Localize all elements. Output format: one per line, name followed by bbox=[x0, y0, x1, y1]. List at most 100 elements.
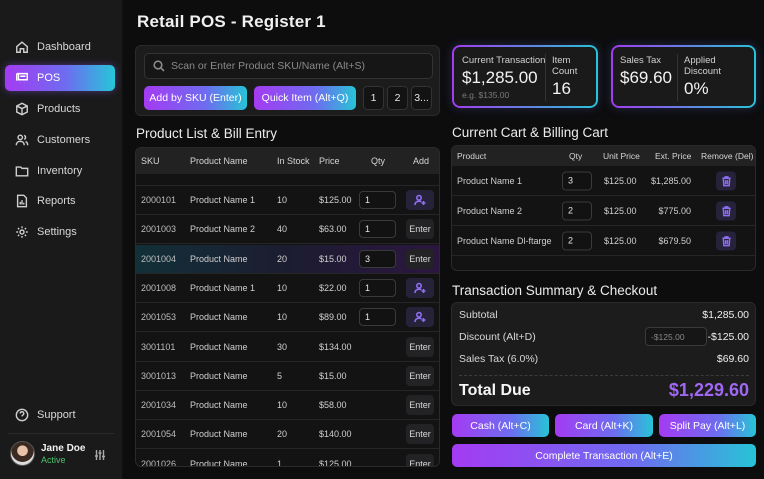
subtotal-value: $1,285.00 bbox=[702, 309, 749, 321]
qty-input[interactable] bbox=[359, 191, 396, 209]
sku-cell: 2001026 bbox=[141, 458, 177, 467]
sku-cell: 2000101 bbox=[141, 195, 177, 205]
stat-value: $1,285.00 bbox=[462, 68, 538, 87]
cart-product-cell: Product Name 1 bbox=[457, 175, 523, 186]
price-cell: $15.00 bbox=[319, 253, 347, 264]
column-header-product: Product bbox=[457, 151, 487, 161]
column-header-stock[interactable]: In Stock bbox=[277, 156, 310, 166]
user-name: Jane Doe bbox=[41, 442, 86, 454]
column-header-ext-price: Ext. Price bbox=[655, 151, 692, 161]
column-header-price[interactable]: Price bbox=[319, 156, 340, 166]
enter-button[interactable]: Enter bbox=[406, 248, 434, 269]
column-header-qty[interactable]: Qty bbox=[371, 156, 386, 166]
complete-transaction-button[interactable]: Complete Transaction (Alt+E) bbox=[452, 444, 756, 467]
split-pay-button[interactable]: Split Pay (Alt+L) bbox=[659, 414, 756, 437]
sidebar-item-label: Reports bbox=[37, 195, 76, 207]
remove-item-button[interactable] bbox=[716, 231, 736, 250]
table-row[interactable]: 2001054 Product Name 20 $140.00 Enter bbox=[136, 420, 439, 450]
applied-discount-stat: Applied Discount 0% bbox=[684, 55, 754, 99]
cart-qty-input[interactable] bbox=[562, 171, 592, 190]
cash-button[interactable]: Cash (Alt+C) bbox=[452, 414, 549, 437]
unit-price-cell: $125.00 bbox=[604, 235, 637, 246]
qty-input[interactable] bbox=[359, 249, 396, 268]
column-header-sku[interactable]: SKU bbox=[141, 156, 160, 166]
table-row[interactable]: 2001026 Product Name 1 $125.00 Enter bbox=[136, 450, 439, 467]
total-due-label: Total Due bbox=[459, 382, 531, 399]
total-due-value: $1,229.60 bbox=[668, 380, 749, 400]
enter-button[interactable]: Enter bbox=[406, 219, 434, 240]
sidebar-item-support[interactable]: Support bbox=[5, 402, 115, 428]
column-header-unit-price: Unit Price bbox=[603, 151, 640, 161]
folder-icon bbox=[15, 164, 29, 178]
qty-input[interactable] bbox=[359, 278, 396, 297]
search-box[interactable] bbox=[144, 53, 433, 79]
sidebar-item-reports[interactable]: Reports bbox=[5, 188, 115, 214]
enter-button[interactable]: Enter bbox=[406, 424, 434, 445]
sidebar-item-dashboard[interactable]: Dashboard bbox=[5, 34, 115, 60]
cart-qty-input[interactable] bbox=[562, 201, 592, 220]
search-icon bbox=[153, 60, 165, 72]
sidebar-item-settings[interactable]: Settings bbox=[5, 219, 115, 245]
price-cell: $63.00 bbox=[319, 224, 347, 235]
page-button-2[interactable]: 2 bbox=[387, 86, 408, 110]
sidebar-item-label: Dashboard bbox=[37, 41, 91, 53]
summary-divider bbox=[459, 375, 749, 376]
qty-input[interactable] bbox=[359, 220, 396, 239]
avatar bbox=[10, 441, 35, 466]
price-cell: $140.00 bbox=[319, 429, 352, 440]
stat-value: 16 bbox=[552, 79, 571, 98]
price-cell: $134.00 bbox=[319, 341, 352, 352]
help-circle-icon bbox=[15, 408, 29, 422]
current-transaction-stat: Current Transaction $1,285.00 e.g. $135.… bbox=[462, 55, 545, 100]
sidebar-item-inventory[interactable]: Inventory bbox=[5, 158, 115, 184]
column-header-name[interactable]: Product Name bbox=[190, 156, 248, 166]
column-header-add[interactable]: Add bbox=[413, 156, 430, 166]
user-profile[interactable]: Jane Doe Active bbox=[10, 441, 85, 466]
table-row[interactable]: 2001053 Product Name 10 $89.00 bbox=[136, 303, 439, 333]
sku-cell: 2001008 bbox=[141, 282, 177, 293]
stat-label: Sales Tax bbox=[620, 55, 662, 66]
add-item-button[interactable] bbox=[406, 307, 434, 328]
stock-cell: 1 bbox=[277, 458, 283, 467]
page-button-more[interactable]: 3... bbox=[411, 86, 432, 110]
quick-item-button[interactable]: Quick Item (Alt+Q) bbox=[254, 86, 356, 110]
table-row[interactable]: 2001003 Product Name 2 40 $63.00 Enter bbox=[136, 215, 439, 245]
qty-input[interactable] bbox=[359, 308, 396, 327]
ext-price-cell: $1,285.00 bbox=[650, 175, 691, 186]
enter-button[interactable]: Enter bbox=[406, 336, 434, 357]
add-item-button[interactable] bbox=[406, 190, 434, 210]
cart-qty-input[interactable] bbox=[562, 231, 592, 250]
sidebar-item-products[interactable]: Products bbox=[5, 96, 115, 122]
table-row[interactable]: 2001004 Product Name 20 $15.00 Enter bbox=[136, 244, 439, 274]
product-name-cell: Product Name bbox=[190, 253, 248, 264]
sidebar-item-customers[interactable]: Customers bbox=[5, 127, 115, 153]
sku-cell: 3001101 bbox=[141, 341, 176, 352]
add-user-icon bbox=[414, 194, 426, 206]
enter-button[interactable]: Enter bbox=[406, 453, 434, 466]
add-item-button[interactable] bbox=[406, 277, 434, 298]
sales-tax-stat: Sales Tax $69.60 bbox=[620, 55, 672, 88]
home-icon bbox=[15, 40, 29, 54]
enter-button[interactable]: Enter bbox=[406, 365, 434, 386]
table-row[interactable]: 2001034 Product Name 10 $58.00 Enter bbox=[136, 391, 439, 421]
remove-item-button[interactable] bbox=[716, 171, 736, 190]
table-row[interactable]: 3001013 Product Name 5 $15.00 Enter bbox=[136, 362, 439, 391]
pos-terminal-icon bbox=[15, 71, 29, 85]
remove-item-button[interactable] bbox=[716, 201, 736, 220]
trash-icon bbox=[721, 235, 732, 246]
enter-button[interactable]: Enter bbox=[406, 395, 434, 416]
gear-icon bbox=[15, 225, 29, 239]
discount-input[interactable] bbox=[645, 327, 707, 346]
page-button-1[interactable]: 1 bbox=[363, 86, 384, 110]
product-table: SKU Product Name In Stock Price Qty Add … bbox=[135, 147, 440, 467]
card-button[interactable]: Card (Alt+K) bbox=[555, 414, 653, 437]
search-input[interactable] bbox=[171, 60, 431, 72]
table-row[interactable]: 2001008 Product Name 1 10 $22.00 bbox=[136, 274, 439, 303]
table-row[interactable]: 2000101 Product Name 1 10 $125.00 bbox=[136, 186, 439, 215]
table-row[interactable]: 3001101 Product Name 30 $134.00 Enter bbox=[136, 333, 439, 362]
add-by-sku-button[interactable]: Add by SKU (Enter) bbox=[144, 86, 247, 110]
sliders-icon[interactable] bbox=[94, 448, 106, 460]
sidebar-item-pos[interactable]: POS bbox=[5, 65, 115, 91]
price-cell: $22.00 bbox=[319, 282, 347, 293]
sku-cell: 2001034 bbox=[141, 400, 177, 411]
